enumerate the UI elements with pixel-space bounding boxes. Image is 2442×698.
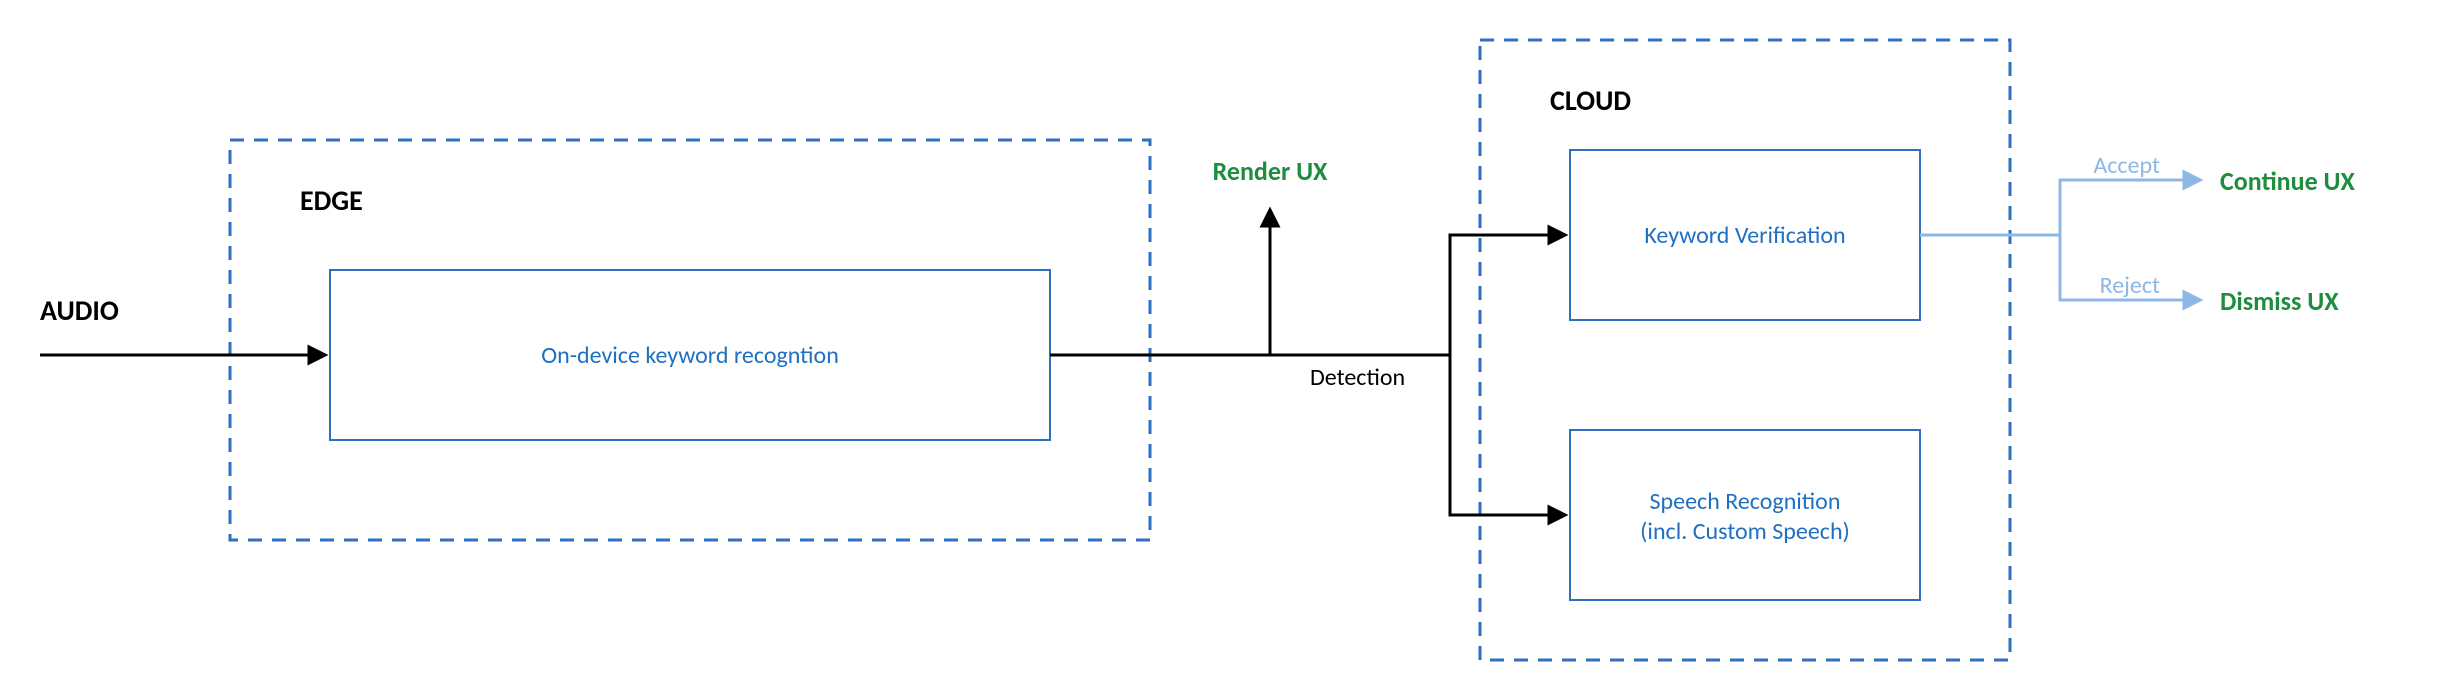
cloud-container-label: CLOUD: [1550, 83, 1631, 118]
speech-recognition-label: Speech Recognition(incl. Custom Speech): [1640, 487, 1850, 546]
flowchart-diagram: On-device keyword recogntion Keyword Veri…: [0, 0, 2442, 698]
edge-container-label: EDGE: [300, 183, 363, 218]
reject-label: Reject: [2100, 271, 2160, 300]
edge-container: [230, 140, 1150, 540]
edge-branch-down: [1450, 355, 1565, 515]
edge-branch-up: [1450, 235, 1565, 355]
audio-label: AUDIO: [40, 293, 119, 328]
keyword-verification-label: Keyword Verification: [1644, 221, 1845, 250]
accept-label: Accept: [2093, 151, 2160, 180]
dismiss-ux-label: Dismiss UX: [2220, 285, 2339, 317]
detection-label: Detection: [1310, 363, 1405, 392]
cloud-container: [1480, 40, 2010, 660]
edge-accept-branch: [2060, 180, 2200, 235]
continue-ux-label: Continue UX: [2220, 165, 2356, 197]
on-device-label: On-device keyword recogntion: [541, 341, 839, 370]
render-ux-label: Render UX: [1213, 155, 1328, 187]
